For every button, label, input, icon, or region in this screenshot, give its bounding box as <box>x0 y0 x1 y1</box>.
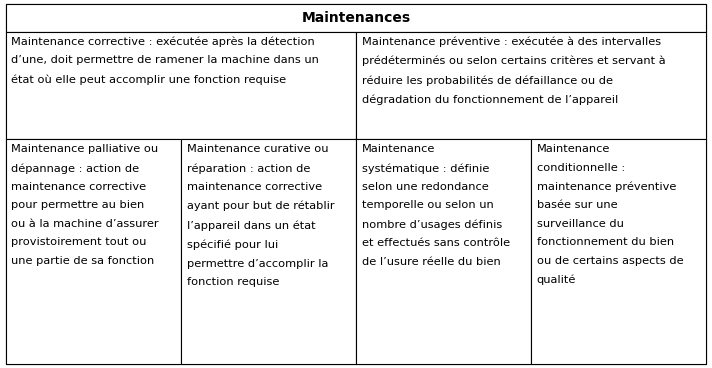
Text: Maintenance palliative ou
dépannage : action de
maintenance corrective
pour perm: Maintenance palliative ou dépannage : ac… <box>11 144 159 266</box>
Bar <box>6 4 706 32</box>
Bar <box>6 139 181 364</box>
Text: Maintenance curative ou
réparation : action de
maintenance corrective
ayant pour: Maintenance curative ou réparation : act… <box>187 144 334 287</box>
Text: Maintenance
systématique : définie
selon une redondance
temporelle ou selon un
n: Maintenance systématique : définie selon… <box>362 144 510 267</box>
Text: Maintenance préventive : exécutée à des intervalles
prédéterminés ou selon certa: Maintenance préventive : exécutée à des … <box>362 36 665 105</box>
Text: Maintenances: Maintenances <box>301 11 411 25</box>
Text: Maintenance corrective : exécutée après la détection
d’une, doit permettre de ra: Maintenance corrective : exécutée après … <box>11 36 319 85</box>
Text: Maintenance
conditionnelle :
maintenance préventive
basée sur une
surveillance d: Maintenance conditionnelle : maintenance… <box>537 144 684 285</box>
Bar <box>531 139 706 364</box>
Bar <box>356 139 531 364</box>
Bar <box>6 32 356 139</box>
Bar <box>181 139 356 364</box>
Bar <box>356 32 706 139</box>
